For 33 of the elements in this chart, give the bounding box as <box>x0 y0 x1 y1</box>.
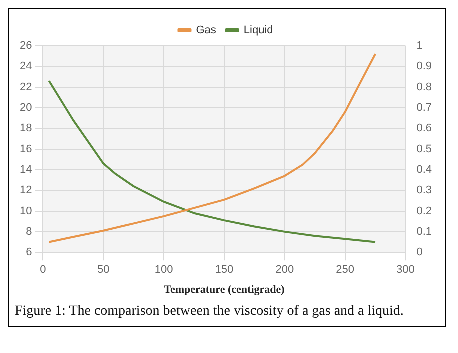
y-tick-label: 10 <box>20 205 32 218</box>
y-tick-label: 26 <box>20 40 32 52</box>
y-tick-label: 18 <box>20 122 32 135</box>
x-axis-title: Temperature (centigrade) <box>164 284 286 296</box>
legend-label: Gas <box>196 24 217 37</box>
y2-tick-label: 0.6 <box>416 122 432 135</box>
y2-tick-label: 1 <box>416 40 423 52</box>
legend-label: Liquid <box>244 24 274 37</box>
y2-tick-label: 0.7 <box>416 102 432 114</box>
y2-tick-label: 0.1 <box>416 226 432 238</box>
y2-tick-label: 0.3 <box>416 184 432 197</box>
y-tick-label: 12 <box>20 184 32 197</box>
y2-tick-label: 0.4 <box>416 164 432 176</box>
y2-tick-label: 0.9 <box>416 60 432 73</box>
y-tick-label: 24 <box>20 60 32 73</box>
caption: Figure 1: The comparison between the viscosity of a gas and a liquid. <box>14 303 405 321</box>
y-tick-label: 22 <box>20 81 32 94</box>
x-tick-label: 50 <box>98 264 110 276</box>
x-tick-label: 100 <box>154 264 174 276</box>
y2-tick-label: 0.8 <box>416 81 432 94</box>
y-tick-label: 14 <box>20 164 32 176</box>
x-tick-label: 0 <box>40 264 46 276</box>
x-tick-label: 200 <box>276 264 294 276</box>
x-tick-label: 300 <box>396 264 415 276</box>
y2-tick-label: 0 <box>416 246 423 259</box>
y-tick-label: 6 <box>26 246 32 259</box>
x-tick-label: 150 <box>215 264 234 276</box>
y-tick-label: 20 <box>20 102 32 114</box>
y2-tick-label: 0.5 <box>416 143 432 156</box>
y-tick-label: 16 <box>20 143 32 156</box>
x-tick-label: 250 <box>336 264 354 276</box>
y2-tick-label: 0.2 <box>416 205 432 218</box>
y-tick-label: 8 <box>26 226 32 238</box>
